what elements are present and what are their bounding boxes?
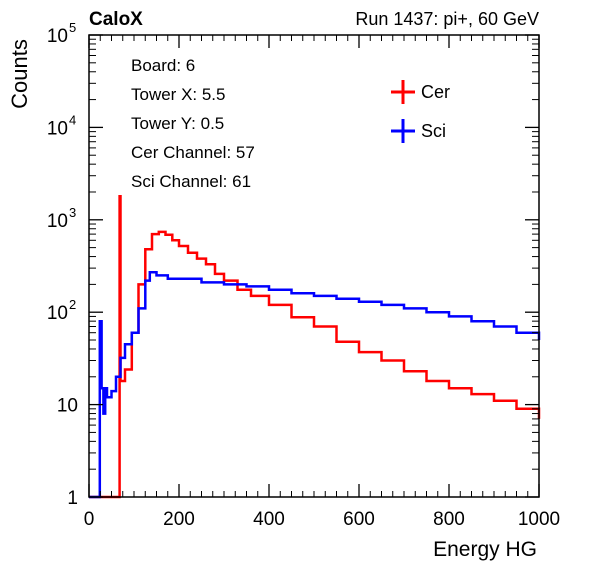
y-tick-label-exponent: 5: [69, 20, 76, 35]
series-line-sci: [89, 271, 541, 499]
y-tick-label: 1: [67, 488, 78, 509]
x-axis-label: Energy HG: [433, 538, 537, 561]
legend-item-cer: Cer: [391, 80, 450, 104]
series-layer: [89, 194, 541, 499]
info-sci-channel: Sci Channel: 61: [131, 172, 251, 191]
x-tick-label: 1000: [518, 509, 560, 530]
y-tick-label-exponent: 4: [69, 112, 76, 127]
info-tower-y: Tower Y: 0.5: [131, 114, 224, 133]
y-tick-label: 10: [47, 118, 68, 139]
info-board: Board: 6: [131, 56, 195, 75]
info-box: Board: 6 Tower X: 5.5 Tower Y: 0.5 Cer C…: [131, 56, 255, 191]
info-cer-channel: Cer Channel: 57: [131, 143, 255, 162]
x-tick-label: 200: [163, 509, 195, 530]
y-tick-label-exponent: 3: [69, 205, 76, 220]
calox-label: CaloX: [89, 9, 143, 30]
x-tick-label: 400: [253, 509, 285, 530]
plot-frame: [88, 34, 540, 498]
run-label: Run 1437: pi+, 60 GeV: [355, 9, 539, 29]
legend-item-sci: Sci: [391, 119, 446, 143]
legend-label-cer: Cer: [421, 82, 450, 102]
x-tick-label: 800: [433, 509, 465, 530]
legend: Cer Sci: [391, 80, 450, 143]
y-tick-label: 10: [47, 211, 68, 232]
info-tower-x: Tower X: 5.5: [131, 85, 226, 104]
y-tick-label-exponent: 2: [69, 297, 76, 312]
x-tick-label: 0: [84, 509, 95, 530]
x-tick-label: 600: [343, 509, 375, 530]
y-tick-label: 10: [47, 303, 68, 324]
series-line-cer: [89, 194, 541, 499]
legend-label-sci: Sci: [421, 121, 446, 141]
y-tick-label: 10: [57, 396, 78, 417]
y-tick-label: 10: [47, 26, 68, 47]
y-axis-label: Counts: [7, 39, 32, 109]
